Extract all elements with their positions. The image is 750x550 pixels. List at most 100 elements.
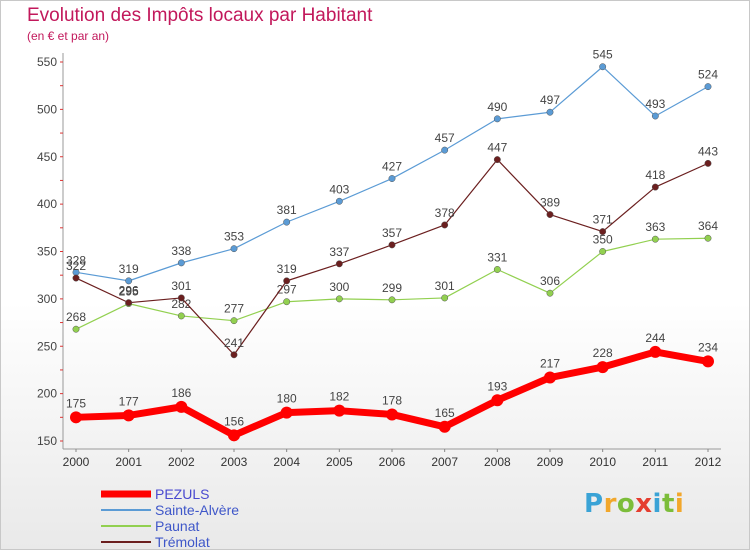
- data-point-pezuls: [228, 429, 240, 442]
- data-point-pezuls: [386, 408, 398, 421]
- data-point-sainte-alvere: [704, 83, 712, 91]
- data-label-sainte-alvere: 338: [171, 244, 191, 258]
- data-label-paunat: 299: [382, 281, 402, 295]
- data-label-paunat: 297: [277, 283, 297, 297]
- data-point-tremolat: [388, 241, 396, 249]
- data-point-tremolat: [72, 274, 80, 282]
- y-tick-label: 150: [37, 434, 57, 448]
- x-tick-label: 2008: [484, 455, 511, 469]
- data-point-paunat: [177, 312, 185, 320]
- data-label-tremolat: 447: [487, 141, 507, 155]
- data-label-tremolat: 241: [224, 336, 244, 350]
- legend-swatch: [101, 525, 151, 527]
- x-tick-label: 2012: [695, 455, 722, 469]
- data-label-pezuls: 193: [487, 379, 507, 393]
- data-point-sainte-alvere: [177, 259, 185, 267]
- data-point-tremolat: [335, 260, 343, 268]
- data-label-sainte-alvere: 457: [435, 131, 455, 145]
- data-point-paunat: [651, 235, 659, 243]
- legend-swatch: [101, 509, 151, 511]
- chart-title: Evolution des Impôts locaux par Habitant: [27, 5, 373, 26]
- legend-swatch: [101, 541, 151, 543]
- data-label-paunat: 350: [593, 233, 613, 247]
- proxiti-logo: Proxiti: [584, 489, 685, 519]
- data-label-paunat: 363: [645, 220, 665, 234]
- data-point-pezuls: [333, 404, 346, 417]
- x-tick-label: 2003: [221, 455, 248, 469]
- data-label-paunat: 282: [171, 297, 191, 311]
- data-label-tremolat: 443: [698, 144, 718, 158]
- data-point-tremolat: [599, 228, 607, 236]
- data-point-tremolat: [546, 211, 554, 218]
- x-tick-label: 2002: [168, 455, 195, 469]
- data-point-tremolat: [230, 351, 238, 359]
- chart-subtitle: (en € et par an): [27, 29, 110, 43]
- legend-label: Sainte-Alvère: [155, 502, 240, 518]
- data-point-pezuls: [544, 371, 556, 384]
- data-point-pezuls: [438, 420, 451, 433]
- data-label-pezuls: 156: [224, 414, 244, 428]
- data-point-sainte-alvere: [599, 63, 607, 71]
- data-label-pezuls: 244: [645, 331, 665, 345]
- data-point-sainte-alvere: [651, 112, 659, 120]
- data-point-pezuls: [702, 355, 714, 368]
- data-label-sainte-alvere: 328: [66, 253, 86, 267]
- data-point-sainte-alvere: [441, 146, 449, 154]
- x-tick-label: 2011: [642, 455, 668, 469]
- x-tick-label: 2005: [326, 455, 353, 469]
- y-tick-label: 250: [37, 339, 57, 353]
- data-label-pezuls: 217: [540, 357, 560, 371]
- data-label-tremolat: 337: [329, 245, 349, 259]
- data-label-paunat: 277: [224, 302, 244, 316]
- data-label-sainte-alvere: 427: [382, 160, 402, 174]
- x-tick-label: 2000: [63, 455, 90, 469]
- y-tick-label: 300: [37, 292, 57, 306]
- data-label-tremolat: 319: [277, 262, 297, 276]
- legend-label: Paunat: [155, 518, 200, 534]
- data-point-sainte-alvere: [493, 115, 501, 123]
- data-point-paunat: [704, 234, 712, 242]
- y-tick-label: 500: [37, 102, 57, 116]
- data-label-paunat: 306: [540, 274, 560, 288]
- data-point-tremolat: [441, 221, 449, 229]
- data-point-sainte-alvere: [388, 175, 396, 182]
- data-label-sainte-alvere: 403: [329, 182, 349, 196]
- data-point-paunat: [72, 325, 80, 333]
- data-label-sainte-alvere: 493: [645, 97, 665, 111]
- x-tick-label: 2006: [379, 455, 406, 469]
- data-point-paunat: [546, 289, 554, 297]
- data-label-sainte-alvere: 545: [593, 48, 613, 62]
- x-tick-label: 2004: [273, 455, 300, 469]
- data-point-sainte-alvere: [230, 245, 238, 253]
- y-tick-label: 400: [37, 197, 57, 211]
- data-point-pezuls: [280, 406, 293, 419]
- data-label-sainte-alvere: 524: [698, 68, 718, 82]
- data-label-tremolat: 418: [645, 168, 665, 182]
- data-label-pezuls: 180: [277, 392, 297, 406]
- legend-label: Trémolat: [155, 534, 210, 550]
- y-tick-label: 550: [37, 55, 57, 69]
- data-point-sainte-alvere: [335, 197, 343, 205]
- data-point-sainte-alvere: [125, 277, 133, 285]
- data-label-sainte-alvere: 497: [540, 93, 560, 107]
- data-label-paunat: 295: [119, 285, 139, 299]
- data-point-pezuls: [70, 411, 82, 424]
- data-point-paunat: [335, 295, 343, 303]
- data-label-pezuls: 234: [698, 340, 718, 354]
- data-point-tremolat: [704, 159, 712, 167]
- legend-swatch: [101, 490, 151, 498]
- data-label-sainte-alvere: 319: [119, 262, 139, 276]
- data-point-pezuls: [596, 361, 609, 374]
- data-label-paunat: 300: [329, 280, 349, 294]
- data-point-tremolat: [283, 277, 291, 285]
- y-tick-label: 450: [37, 150, 57, 164]
- x-tick-label: 2010: [589, 455, 616, 469]
- x-tick-label: 2007: [431, 455, 458, 469]
- data-label-sainte-alvere: 353: [224, 230, 244, 244]
- data-point-tremolat: [125, 299, 133, 307]
- data-label-tremolat: 378: [435, 206, 455, 220]
- data-label-tremolat: 389: [540, 196, 560, 210]
- data-label-paunat: 331: [487, 251, 507, 265]
